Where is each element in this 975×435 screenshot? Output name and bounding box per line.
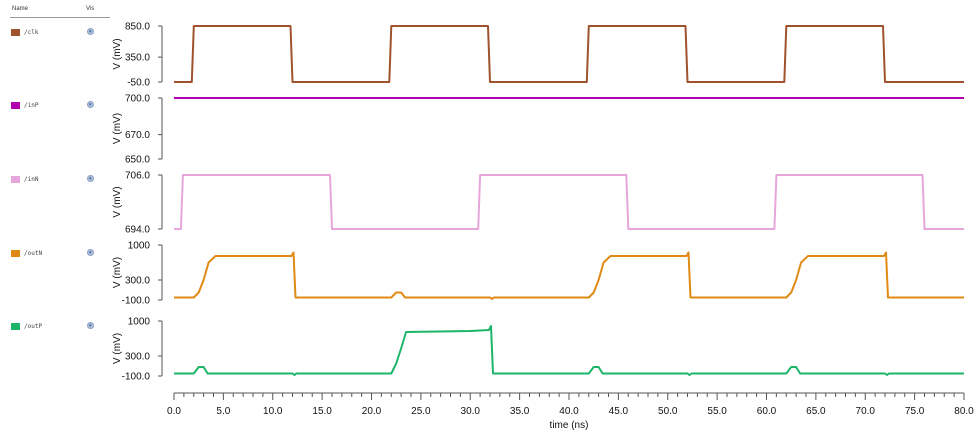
x-tick-label: 0.0	[167, 406, 181, 417]
legend-swatch-clk	[11, 29, 20, 36]
legend-label-inn: /inN	[24, 176, 39, 183]
x-tick-label: 10.0	[263, 406, 283, 417]
x-tick-label: 65.0	[806, 406, 826, 417]
panel-3: 706.0 694.0V (mV)	[112, 171, 964, 236]
x-tick-label: 35.0	[510, 406, 530, 417]
y-tick-label: 670.0	[125, 130, 150, 141]
x-tick-label: 80.0	[954, 406, 974, 417]
x-tick-label: 20.0	[362, 406, 382, 417]
x-tick-label: 40.0	[559, 406, 579, 417]
legend-header: Name Vis	[10, 5, 110, 18]
visibility-eye-icon[interactable]	[87, 175, 94, 182]
y-tick-label: 850.0	[125, 22, 150, 33]
legend-label-outn: /outN	[24, 250, 43, 257]
x-tick-label: 5.0	[216, 406, 230, 417]
x-tick-label: 75.0	[905, 406, 925, 417]
x-tick-label: 60.0	[757, 406, 777, 417]
y-tick-label: -50.0	[127, 78, 150, 89]
legend-label-outp: /outP	[24, 323, 43, 330]
y-axis-label: V (mV)	[112, 38, 123, 69]
x-tick-label: 45.0	[609, 406, 629, 417]
legend-swatch-outn	[11, 250, 20, 257]
y-axis-label: V (mV)	[112, 113, 123, 144]
visibility-eye-icon[interactable]	[87, 101, 94, 108]
x-tick-label: 15.0	[312, 406, 332, 417]
panel-4: 1000 300.0 -100.0 V (mV)	[112, 241, 964, 307]
y-axis-label: V (mV)	[112, 257, 123, 288]
x-tick-label: 55.0	[707, 406, 727, 417]
legend-vis-header: Vis	[86, 6, 95, 12]
y-tick-label: 700.0	[125, 94, 150, 105]
x-axis-label: time (ns)	[550, 420, 589, 431]
legend-label-inp: /inP	[24, 102, 39, 109]
y-tick-label: 694.0	[125, 225, 150, 236]
y-tick-label: 350.0	[125, 53, 150, 64]
y-axis-label: V (mV)	[112, 186, 123, 217]
y-tick-label: 1000	[128, 241, 151, 252]
x-tick-label: 25.0	[411, 406, 431, 417]
legend-item-outp[interactable]: /outP	[11, 322, 106, 333]
legend-item-clk[interactable]: /clk	[11, 28, 106, 39]
y-tick-label: 300.0	[125, 352, 150, 363]
legend-label-clk: /clk	[24, 29, 39, 36]
y-tick-label: 650.0	[125, 155, 150, 166]
visibility-eye-icon[interactable]	[87, 28, 94, 35]
x-tick-label: 50.0	[658, 406, 678, 417]
panel-5: 1000 300.0 -100.0 V (mV)	[112, 317, 964, 383]
legend-panel: Name Vis /clk /inP /inN /outN /outP	[0, 0, 112, 435]
series-line-outP	[174, 325, 964, 376]
y-axis-label: V (mV)	[112, 333, 123, 364]
legend-item-outn[interactable]: /outN	[11, 249, 106, 260]
y-tick-label: 300.0	[125, 276, 150, 287]
panel-2: 700.0 670.0 650.0V (mV)	[112, 94, 964, 166]
legend-item-inn[interactable]: /inN	[11, 175, 106, 186]
y-tick-label: 1000	[128, 317, 151, 328]
x-tick-label: 30.0	[461, 406, 481, 417]
legend-swatch-outp	[11, 323, 20, 330]
legend-swatch-inn	[11, 176, 20, 183]
y-tick-label: -100.0	[122, 296, 151, 307]
panel-1: 850.0 350.0 -50.0 V (mV)	[112, 22, 964, 89]
series-line-outN	[174, 251, 964, 300]
legend-item-inp[interactable]: /inP	[11, 101, 106, 112]
visibility-eye-icon[interactable]	[87, 322, 94, 329]
y-tick-label: -100.0	[122, 372, 151, 383]
y-tick-label: 706.0	[125, 171, 150, 182]
x-tick-label: 70.0	[856, 406, 876, 417]
series-line-inN	[174, 174, 964, 230]
legend-name-header: Name	[12, 6, 29, 12]
series-line-clk	[174, 25, 964, 83]
visibility-eye-icon[interactable]	[87, 249, 94, 256]
legend-swatch-inp	[11, 102, 20, 109]
x-axis: 0.0 5.0 10.0 15.0 20.0 25.0 30.0 35.0 40.0 45.0 50…	[167, 392, 974, 431]
